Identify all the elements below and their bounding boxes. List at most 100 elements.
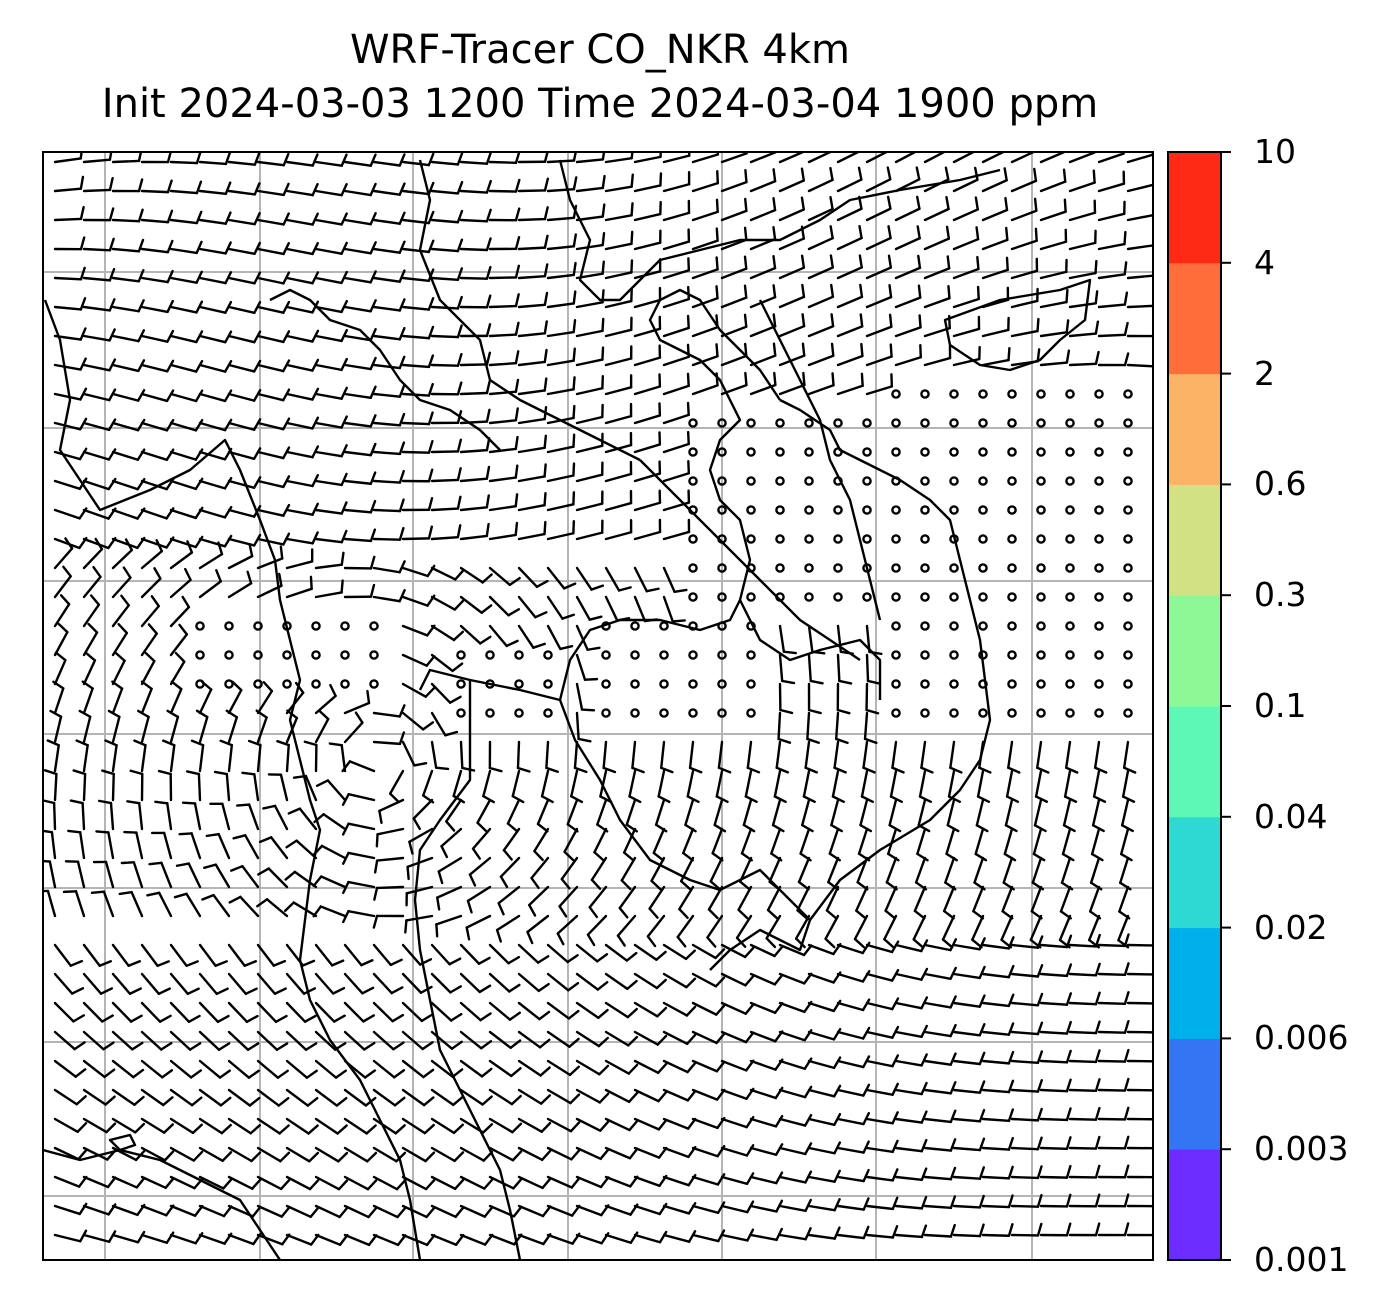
wind-barb: [198, 534, 233, 548]
wind-barb: [1039, 934, 1073, 949]
wind-barb: [662, 430, 690, 454]
wind-barb: [865, 313, 893, 338]
calm-wind-circle: [1036, 505, 1046, 515]
wind-barb: [836, 682, 851, 715]
wind-barb: [1010, 1165, 1043, 1180]
wind-barb: [981, 1050, 1015, 1065]
wind-barb: [285, 681, 305, 715]
wind-barb: [104, 739, 118, 773]
wind-barb: [923, 995, 957, 1009]
wind-barb: [195, 709, 209, 744]
wind-barb: [256, 1001, 288, 1023]
wind-barb: [1097, 352, 1130, 367]
wind-barb: [946, 798, 960, 833]
wind-barb: [435, 914, 463, 938]
wind-barb: [556, 914, 579, 946]
wind-barb: [604, 460, 633, 483]
wind-barb: [517, 377, 548, 396]
wind-barb: [372, 240, 406, 254]
wind-barb: [430, 1175, 465, 1191]
calm-wind-circle: [1065, 650, 1075, 660]
wind-barb: [227, 359, 262, 373]
wind-barb: [372, 1175, 407, 1191]
wind-barb: [530, 856, 550, 890]
wind-barb: [401, 972, 433, 994]
wind-barb: [198, 330, 233, 344]
wind-barb: [1039, 1078, 1072, 1093]
wind-barb: [633, 972, 667, 990]
wind-barb: [465, 914, 492, 941]
wind-barb: [401, 411, 434, 426]
wind-barb: [586, 914, 608, 947]
wind-barb: [1068, 1020, 1101, 1035]
calm-wind-circle: [978, 476, 988, 486]
wind-barb: [1010, 1107, 1043, 1122]
wind-barb: [75, 739, 89, 773]
wind-barb: [401, 1146, 436, 1163]
calm-wind-circle: [717, 447, 727, 457]
wind-barb: [169, 595, 191, 628]
wind-barb: [1039, 1136, 1072, 1151]
wind-barb: [691, 169, 719, 193]
wind-barb: [604, 943, 638, 962]
wind-barb: [517, 1088, 552, 1105]
wind-barb: [430, 972, 462, 994]
wind-barb: [863, 711, 878, 745]
wind-barb: [372, 441, 406, 456]
wind-barb: [111, 388, 146, 402]
wind-barb: [768, 856, 782, 891]
wind-barb: [313, 813, 347, 831]
calm-wind-circle: [630, 650, 640, 660]
border-north-1: [418, 159, 641, 462]
calm-wind-circle: [833, 505, 843, 515]
wind-barb: [546, 233, 577, 251]
wind-barb: [807, 1226, 841, 1240]
wind-barb: [691, 227, 719, 251]
wind-barb: [662, 285, 690, 309]
calm-wind-circle: [1123, 418, 1133, 428]
wind-barb: [575, 317, 605, 338]
wind-barb: [285, 1204, 320, 1219]
wind-barb: [372, 1088, 406, 1107]
wind-barb: [488, 152, 521, 165]
wind-barb: [546, 404, 576, 425]
wind-barb: [53, 175, 85, 193]
wind-barb: [691, 285, 719, 309]
calm-wind-circle: [601, 708, 611, 718]
wind-barb: [430, 653, 464, 673]
colorbar-segment-2: [1168, 927, 1221, 1039]
calm-wind-circle: [978, 621, 988, 631]
wind-barb: [952, 1166, 986, 1180]
wind-barb: [140, 1030, 173, 1051]
calm-wind-circle: [862, 534, 872, 544]
calm-wind-circle: [862, 563, 872, 573]
calm-wind-circle: [717, 679, 727, 689]
wind-barb: [169, 1001, 201, 1023]
wind-barb: [256, 1175, 291, 1191]
wind-barb: [111, 566, 132, 599]
wind-barb: [526, 914, 550, 945]
wind-barb: [1126, 943, 1153, 947]
wind-barb: [923, 195, 950, 222]
wind-barb: [372, 469, 405, 484]
wind-barb: [372, 211, 406, 225]
wind-barb: [343, 471, 377, 485]
wind-barb: [488, 1204, 523, 1218]
colorbar-tick-label: 0.04: [1254, 796, 1328, 836]
wind-barb: [198, 152, 232, 166]
wind-barb: [952, 937, 986, 951]
wind-barb: [923, 225, 951, 251]
wind-barb: [517, 566, 549, 589]
wind-barb: [488, 407, 519, 425]
wind-barb: [1007, 740, 1021, 774]
wind-barb: [198, 1001, 230, 1024]
wind-barb: [372, 298, 406, 312]
wind-barb: [894, 1138, 928, 1153]
wind-barb: [227, 972, 258, 996]
wind-barb: [978, 740, 992, 774]
wind-barb: [401, 181, 435, 196]
wind-barb: [604, 1088, 639, 1104]
wind-barb: [575, 490, 604, 512]
wind-barb: [923, 1109, 957, 1124]
wind-barb: [111, 152, 143, 164]
